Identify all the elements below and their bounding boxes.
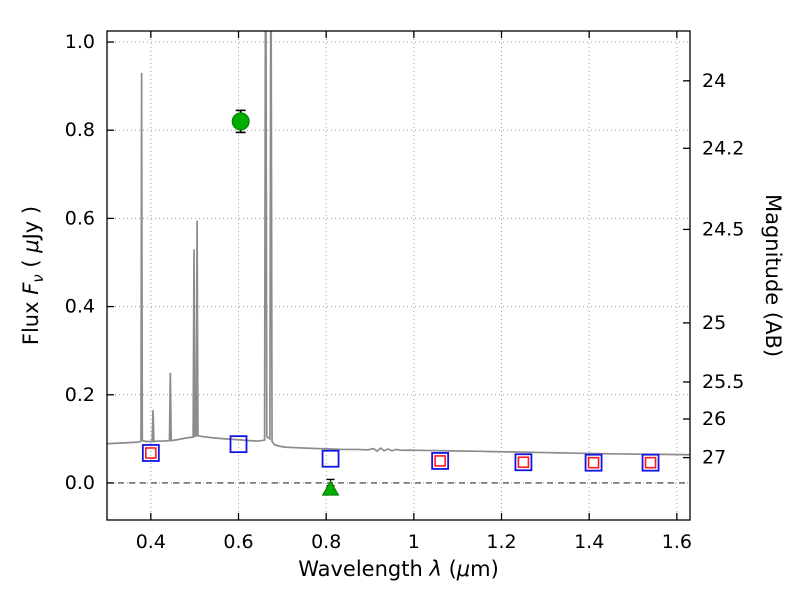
tick-labels: 0.4 0.6 0.8 1 1.2 1.4 1.6 0.0 0.2 0.4 0.6 0.8 1.0 24 2…: [65, 31, 745, 553]
y-right-tick-label: 24.5: [702, 218, 744, 240]
model-photometry-square: [584, 453, 603, 472]
y-left-tick-label: 0.2: [65, 384, 95, 406]
y-left-tick-label: 0.4: [65, 296, 95, 318]
y-left-axis-label: Flux Fν ( μJy ): [19, 206, 47, 345]
x-tick-label: 1.6: [662, 531, 692, 553]
model-photometry-squares: [141, 435, 660, 472]
axis-labels: Wavelength λ (μm) Flux Fν ( μJy ) Magnitud…: [19, 194, 785, 581]
y-right-axis-label: Magnitude (AB): [761, 194, 785, 357]
model-photometry-square: [229, 435, 248, 454]
y-left-tick-label: 0.6: [65, 207, 95, 229]
model-photometry-square: [431, 452, 450, 470]
observed-limit: [321, 478, 340, 496]
model-photometry-square: [514, 453, 533, 472]
observed-photometry-square: [145, 447, 157, 459]
observed-detection: [231, 109, 250, 134]
y-left-tick-label: 0.8: [65, 119, 95, 141]
x-tick-label: 1.2: [486, 531, 516, 553]
y-right-tick-label: 24: [702, 70, 726, 92]
observed-photometry-square: [434, 455, 446, 467]
x-tick-label: 0.6: [223, 531, 253, 553]
y-right-tick-label: 26: [702, 408, 726, 430]
observed-photometry-square: [587, 456, 600, 469]
detection-circle-marker: [231, 112, 250, 131]
x-axis-label: Wavelength λ (μm): [298, 557, 499, 581]
observed-photometry-square: [517, 456, 530, 469]
grid: [107, 31, 690, 520]
y-right-tick-label: 27: [702, 447, 726, 469]
y-left-tick-label: 1.0: [65, 31, 95, 53]
axes-frame: [106, 30, 691, 521]
x-tick-label: 0.8: [311, 531, 341, 553]
model-photometry-square: [641, 453, 660, 472]
axis-ticks: [107, 31, 690, 520]
y-right-tick-label: 25.5: [702, 371, 744, 393]
y-right-tick-label: 24.2: [702, 137, 744, 159]
y-left-tick-label: 0.0: [65, 472, 95, 494]
x-tick-label: 0.4: [136, 531, 166, 553]
model-spectrum-line: [107, 31, 690, 456]
model-photometry-square: [321, 449, 340, 468]
y-right-tick-label: 25: [702, 312, 726, 334]
model-photometry-square: [141, 444, 160, 462]
limit-triangle-marker: [321, 480, 340, 496]
observed-photometry-square: [644, 456, 657, 469]
x-tick-label: 1: [408, 531, 420, 553]
x-tick-label: 1.4: [574, 531, 604, 553]
